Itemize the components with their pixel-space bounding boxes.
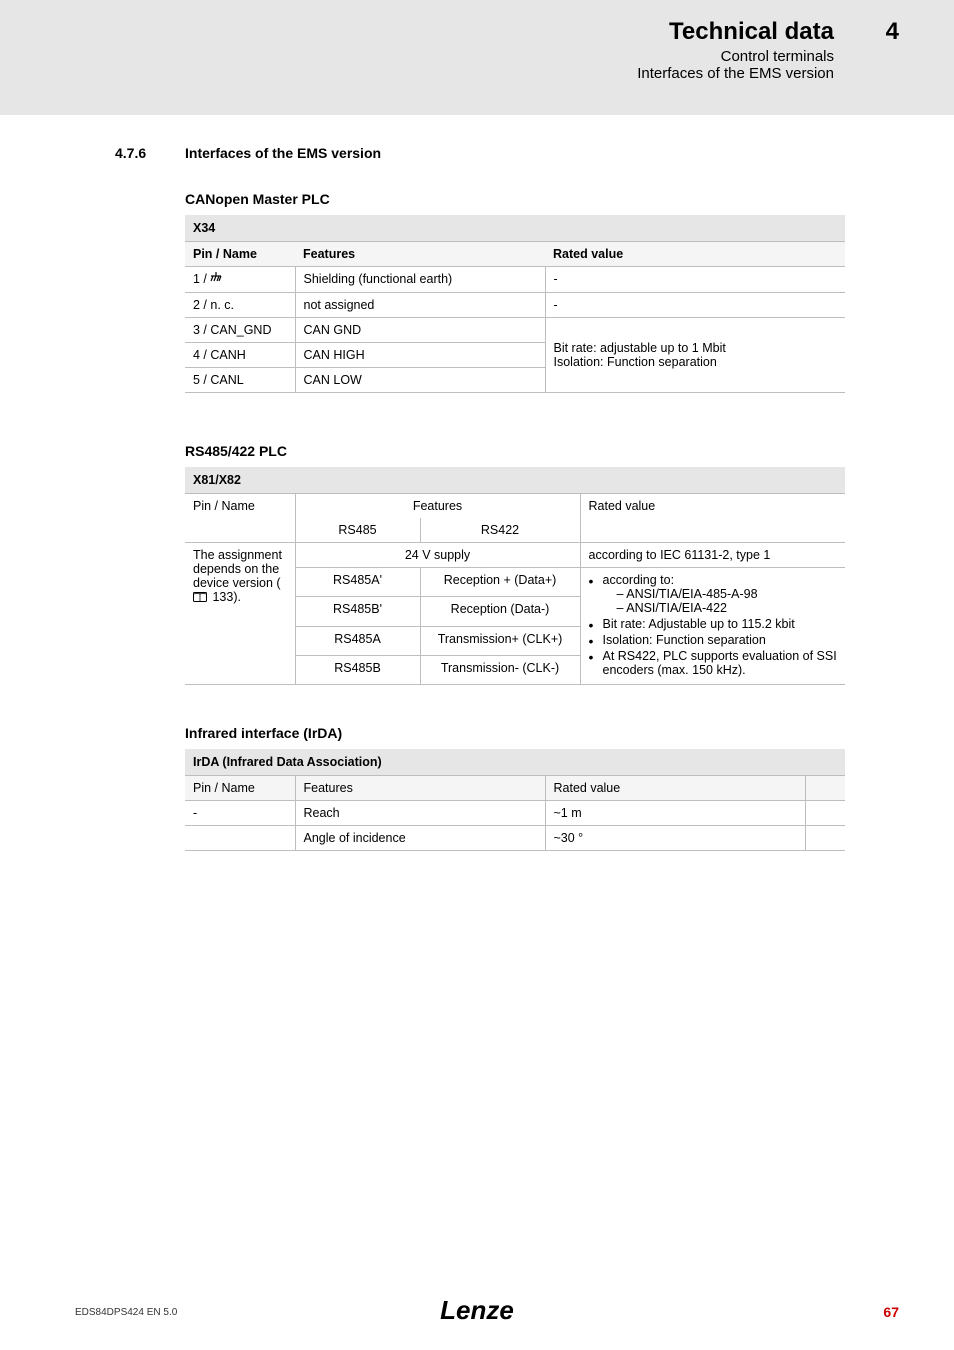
canopen-pin-5: 5 / CANL: [185, 368, 295, 393]
rs485-col-pin: Pin / Name: [185, 494, 295, 543]
irda-feat-2: Angle of incidence: [295, 826, 545, 851]
section-number: 4.7.6: [115, 145, 185, 161]
canopen-col-features: Features: [295, 242, 545, 267]
canopen-table: X34 Pin / Name Features Rated value 1 / …: [185, 215, 845, 393]
section-heading-row: 4.7.6 Interfaces of the EMS version: [115, 145, 834, 161]
rs485-table: X81/X82 Pin / Name Features Rated value …: [185, 467, 845, 685]
rs485-heading: RS485/422 PLC: [185, 443, 834, 459]
irda-col-pin: Pin / Name: [185, 776, 295, 801]
irda-pin-1: -: [185, 801, 295, 826]
rs485-pin-note: The assignment depends on the device ver…: [185, 543, 295, 685]
canopen-col-pin: Pin / Name: [185, 242, 295, 267]
header-subtitle1: Control terminals: [637, 48, 834, 65]
irda-rated-2: ~30 °: [545, 826, 805, 851]
table-row: Pin / Name Features Rated value: [185, 494, 845, 519]
page-header-band: Technical data Control terminals Interfa…: [0, 0, 954, 115]
rs485-col-rated: Rated value: [580, 494, 845, 543]
canopen-pin-3: 3 / CAN_GND: [185, 318, 295, 343]
canopen-heading: CANopen Master PLC: [185, 191, 834, 207]
table-row: Angle of incidence ~30 °: [185, 826, 845, 851]
irda-table-header: IrDA (Infrared Data Association): [185, 749, 845, 776]
irda-table: IrDA (Infrared Data Association) Pin / N…: [185, 749, 845, 851]
rs485-supply-rated: according to IEC 61131-2, type 1: [580, 543, 845, 568]
canopen-feat-5: CAN LOW: [295, 368, 545, 393]
table-row: 1 / Shielding (functional earth) -: [185, 267, 845, 293]
table-row: 3 / CAN_GND CAN GND Bit rate: adjustable…: [185, 318, 845, 343]
irda-heading: Infrared interface (IrDA): [185, 725, 834, 741]
rs485-sub-rs485: RS485: [295, 518, 420, 543]
section-title: Interfaces of the EMS version: [185, 145, 381, 161]
irda-col-blank: [805, 776, 845, 801]
table-row: 2 / n. c. not assigned -: [185, 293, 845, 318]
rs485-col-features: Features: [295, 494, 580, 519]
rs485-r2-b: Reception (Data-): [420, 597, 580, 626]
irda-feat-1: Reach: [295, 801, 545, 826]
rs485-r4-a: RS485B: [295, 655, 420, 684]
canopen-pin-1: 1 /: [185, 267, 295, 293]
book-icon: [193, 591, 207, 605]
canopen-pin-4: 4 / CANH: [185, 343, 295, 368]
canopen-rated-1: -: [545, 267, 845, 293]
canopen-rated-block: Bit rate: adjustable up to 1 Mbit Isolat…: [545, 318, 845, 393]
rs485-r3-b: Transmission+ (CLK+): [420, 626, 580, 655]
rs485-sub-rs422: RS422: [420, 518, 580, 543]
rs485-supply-feat: 24 V supply: [295, 543, 580, 568]
canopen-feat-3: CAN GND: [295, 318, 545, 343]
lenze-logo: Lenze: [427, 1297, 527, 1328]
table-row: The assignment depends on the device ver…: [185, 543, 845, 568]
main-content: 4.7.6 Interfaces of the EMS version CANo…: [0, 115, 954, 851]
irda-pin-2: [185, 826, 295, 851]
functional-earth-icon: [210, 272, 222, 287]
svg-text:Lenze: Lenze: [440, 1297, 514, 1325]
header-title: Technical data: [637, 18, 834, 46]
irda-rated-1: ~1 m: [545, 801, 805, 826]
rs485-r3-a: RS485A: [295, 626, 420, 655]
header-subtitle2: Interfaces of the EMS version: [637, 65, 834, 82]
canopen-feat-2: not assigned: [295, 293, 545, 318]
irda-col-features: Features: [295, 776, 545, 801]
canopen-rated-2: -: [545, 293, 845, 318]
header-text-block: Technical data Control terminals Interfa…: [637, 18, 834, 82]
canopen-feat-4: CAN HIGH: [295, 343, 545, 368]
canopen-table-header: X34: [185, 215, 845, 242]
rs485-r1-a: RS485A': [295, 568, 420, 597]
table-row: Pin / Name Features Rated value: [185, 776, 845, 801]
canopen-feat-1: Shielding (functional earth): [295, 267, 545, 293]
rs485-r4-b: Transmission- (CLK-): [420, 655, 580, 684]
page-number: 67: [883, 1304, 899, 1320]
rs485-table-header: X81/X82: [185, 467, 845, 494]
rs485-r2-a: RS485B': [295, 597, 420, 626]
canopen-pin-2: 2 / n. c.: [185, 293, 295, 318]
page-footer: EDS84DPS424 EN 5.0 Lenze 67: [0, 1304, 954, 1320]
chapter-number: 4: [886, 18, 899, 46]
footer-doc-id: EDS84DPS424 EN 5.0: [75, 1307, 177, 1318]
irda-col-rated: Rated value: [545, 776, 805, 801]
rs485-rated-block: according to: – ANSI/TIA/EIA-485-A-98 – …: [580, 568, 845, 685]
rs485-r1-b: Reception + (Data+): [420, 568, 580, 597]
table-row: - Reach ~1 m: [185, 801, 845, 826]
canopen-col-rated: Rated value: [545, 242, 845, 267]
